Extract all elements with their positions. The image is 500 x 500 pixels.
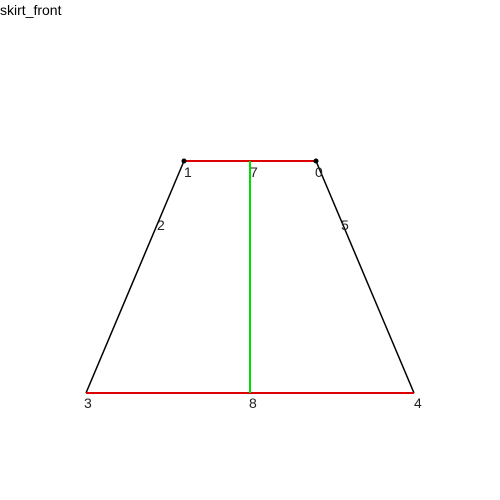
right-side-edge <box>315 160 415 394</box>
point-label-0: 0 <box>315 164 323 180</box>
left-side-edge <box>85 160 185 394</box>
point-label-4: 4 <box>414 395 422 411</box>
point-1-dot <box>181 158 187 164</box>
point-label-7: 7 <box>250 164 258 180</box>
point-label-3: 3 <box>84 395 92 411</box>
point-label-2: 2 <box>157 217 165 233</box>
diagram-title: skirt_front <box>0 2 62 18</box>
point-label-8: 8 <box>249 395 257 411</box>
point-label-5: 5 <box>341 217 349 233</box>
point-0-dot <box>313 158 319 164</box>
point-label-1: 1 <box>184 164 192 180</box>
